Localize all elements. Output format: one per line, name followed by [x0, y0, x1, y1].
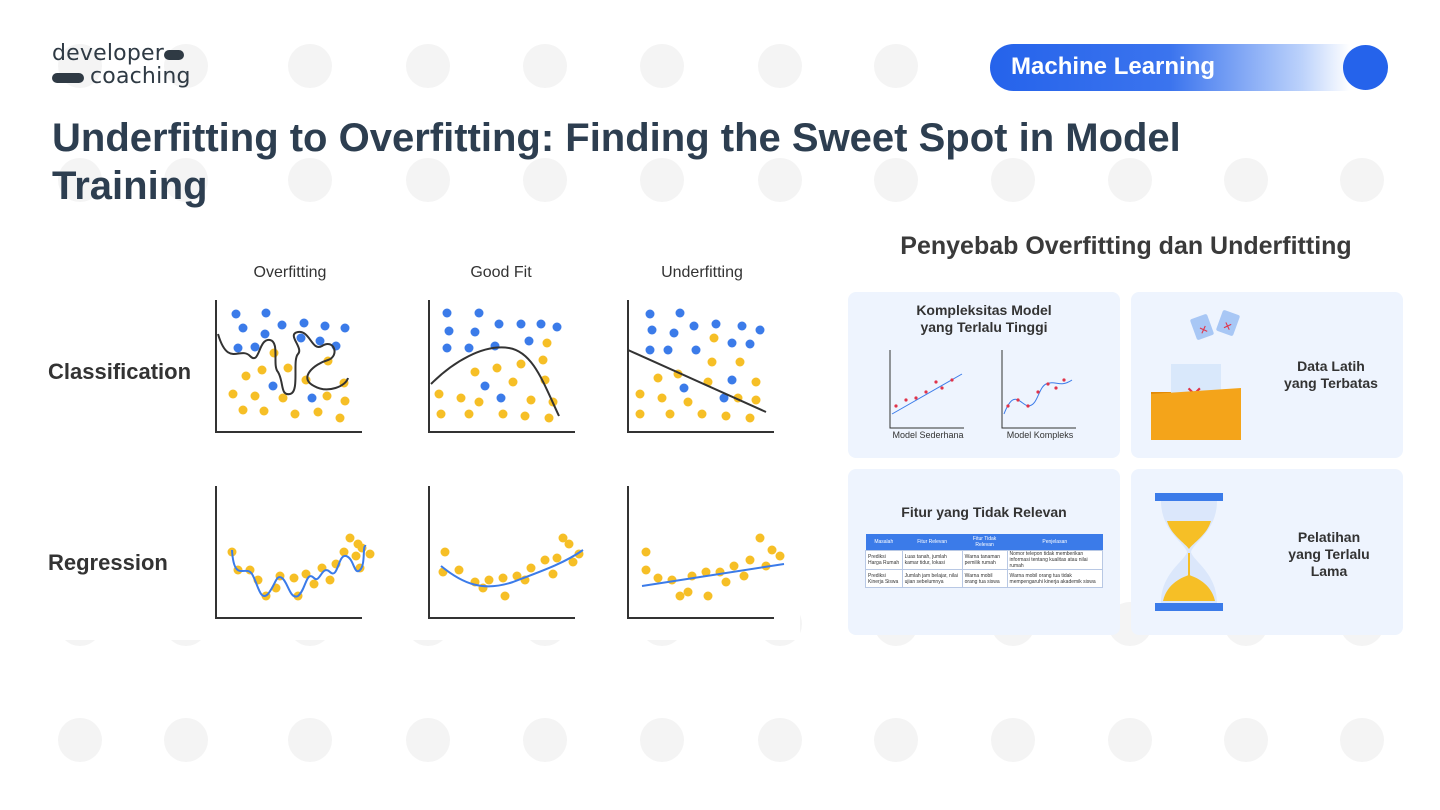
logo-pill-left — [52, 73, 84, 83]
table-cell: Warna mobil orang tua siswa — [961, 569, 1008, 588]
card-title: Pelatihan yang Terlalu Lama — [1259, 529, 1399, 580]
card-title-line-2: yang Terlalu — [1288, 546, 1370, 562]
logo-line-1: developer — [52, 41, 164, 66]
table-cell: Warna tanaman pemilik rumah — [961, 550, 1008, 570]
yellow-points — [635, 333, 761, 423]
column-header-overfitting: Overfitting — [253, 264, 327, 281]
card-title-line-1: Pelatihan — [1297, 529, 1361, 545]
card-title: Fitur yang Tidak Relevan — [901, 504, 1067, 520]
svg-text:✕: ✕ — [1197, 322, 1210, 337]
axes — [428, 486, 575, 619]
yellow-points — [227, 533, 375, 601]
card-training-too-long: Pelatihan yang Terlalu Lama — [1131, 469, 1403, 635]
table-cell: Warna mobil orang tua tidak mempengaruhi… — [1006, 569, 1104, 588]
card-irrelevant-features: Fitur yang Tidak Relevan Masalah Fitur R… — [848, 469, 1120, 635]
table-cell: Jumlah jam belajar, nilai ujian sebelumn… — [901, 569, 963, 588]
axes — [428, 300, 575, 433]
hourglass-icon — [1155, 493, 1223, 611]
card-model-complexity: Kompleksitas Model yang Terlalu Tinggi M… — [848, 292, 1120, 458]
logo-pill-right — [164, 50, 184, 60]
card-title-line-3: Lama — [1310, 563, 1348, 579]
feature-table: Masalah Fitur Relevan Fitur Tidak Releva… — [865, 534, 1104, 588]
table-row: Prediksi Kinerja Siswa Jumlah jam belaja… — [865, 569, 1104, 588]
yellow-points — [434, 338, 558, 423]
causes-title: Penyebab Overfitting dan Underfitting — [900, 232, 1352, 260]
column-header-underfitting: Underfitting — [661, 264, 743, 281]
table-header-cell: Fitur Tidak Relevan — [962, 534, 1008, 551]
card-title-line-2: yang Terbatas — [1284, 375, 1378, 391]
overfit-curve — [231, 544, 367, 598]
overfit-boundary — [217, 330, 349, 396]
good-fit-boundary — [430, 346, 560, 417]
complex-model-plot — [1001, 350, 1076, 429]
logo-line-2: coaching — [90, 64, 191, 89]
regression-overfitting-plot — [215, 486, 375, 619]
classification-good-fit-plot — [428, 300, 575, 433]
good-fit-curve — [440, 549, 584, 588]
table-cell: Prediksi Harga Rumah — [865, 550, 903, 570]
yellow-points — [228, 348, 350, 423]
blue-points — [645, 308, 765, 403]
classification-overfitting-plot — [215, 300, 362, 433]
column-header-good-fit: Good Fit — [470, 264, 532, 281]
table-cell: Prediksi Kinerja Siswa — [865, 569, 903, 588]
table-header-row: Masalah Fitur Relevan Fitur Tidak Releva… — [865, 534, 1103, 551]
svg-text:✕: ✕ — [1221, 319, 1234, 334]
regression-underfitting-plot — [627, 486, 785, 619]
card-title-line-1: Kompleksitas Model — [916, 302, 1052, 318]
axes — [627, 300, 774, 433]
underfit-boundary — [627, 349, 767, 413]
table-cell: Nomor telepon tidak memberikan informasi… — [1006, 550, 1104, 570]
page-title: Underfitting to Overfitting: Finding the… — [52, 116, 1181, 208]
axes — [215, 486, 362, 619]
table-header-cell: Penjelasan — [1007, 534, 1103, 551]
underfit-line — [641, 563, 785, 587]
category-label: Machine Learning — [1011, 53, 1216, 80]
caption-complex-model: Model Kompleks — [1006, 430, 1074, 440]
row-label-classification: Classification — [48, 359, 192, 384]
card-title-line-2: yang Terlalu Tinggi — [920, 319, 1048, 335]
folder-icon: ✕ ✕ ✕ — [1151, 310, 1241, 440]
table-row: Prediksi Harga Rumah Luas tanah, jumlah … — [865, 550, 1104, 570]
card-limited-data: ✕ ✕ ✕ Data Latih yang Terbatas — [1131, 292, 1403, 458]
card-title-line-1: Data Latih — [1297, 358, 1365, 374]
simple-model-plot — [889, 350, 964, 429]
blue-points — [231, 308, 350, 403]
axes — [215, 300, 362, 433]
table-header-cell: Masalah — [865, 534, 903, 551]
classification-underfitting-plot — [627, 300, 774, 433]
blue-points — [442, 308, 562, 403]
card-title: Data Latih yang Terbatas — [1261, 358, 1401, 392]
table-cell: Luas tanah, jumlah kamar tidur, lokasi — [901, 550, 963, 570]
fit-comparison-diagram: Overfitting Good Fit Underfitting Classi… — [40, 240, 800, 640]
axes — [627, 486, 774, 619]
category-badge: Machine Learning — [990, 44, 1390, 91]
regression-good-fit-plot — [428, 486, 584, 619]
caption-simple-model: Model Sederhana — [892, 430, 964, 440]
badge-circle — [1343, 45, 1388, 90]
yellow-points — [641, 533, 785, 601]
yellow-points — [438, 533, 584, 601]
table-header-cell: Fitur Relevan — [902, 534, 963, 551]
row-label-regression: Regression — [48, 550, 168, 575]
developer-coaching-logo: developer coaching — [52, 40, 202, 92]
card-title: Kompleksitas Model yang Terlalu Tinggi — [848, 302, 1120, 336]
